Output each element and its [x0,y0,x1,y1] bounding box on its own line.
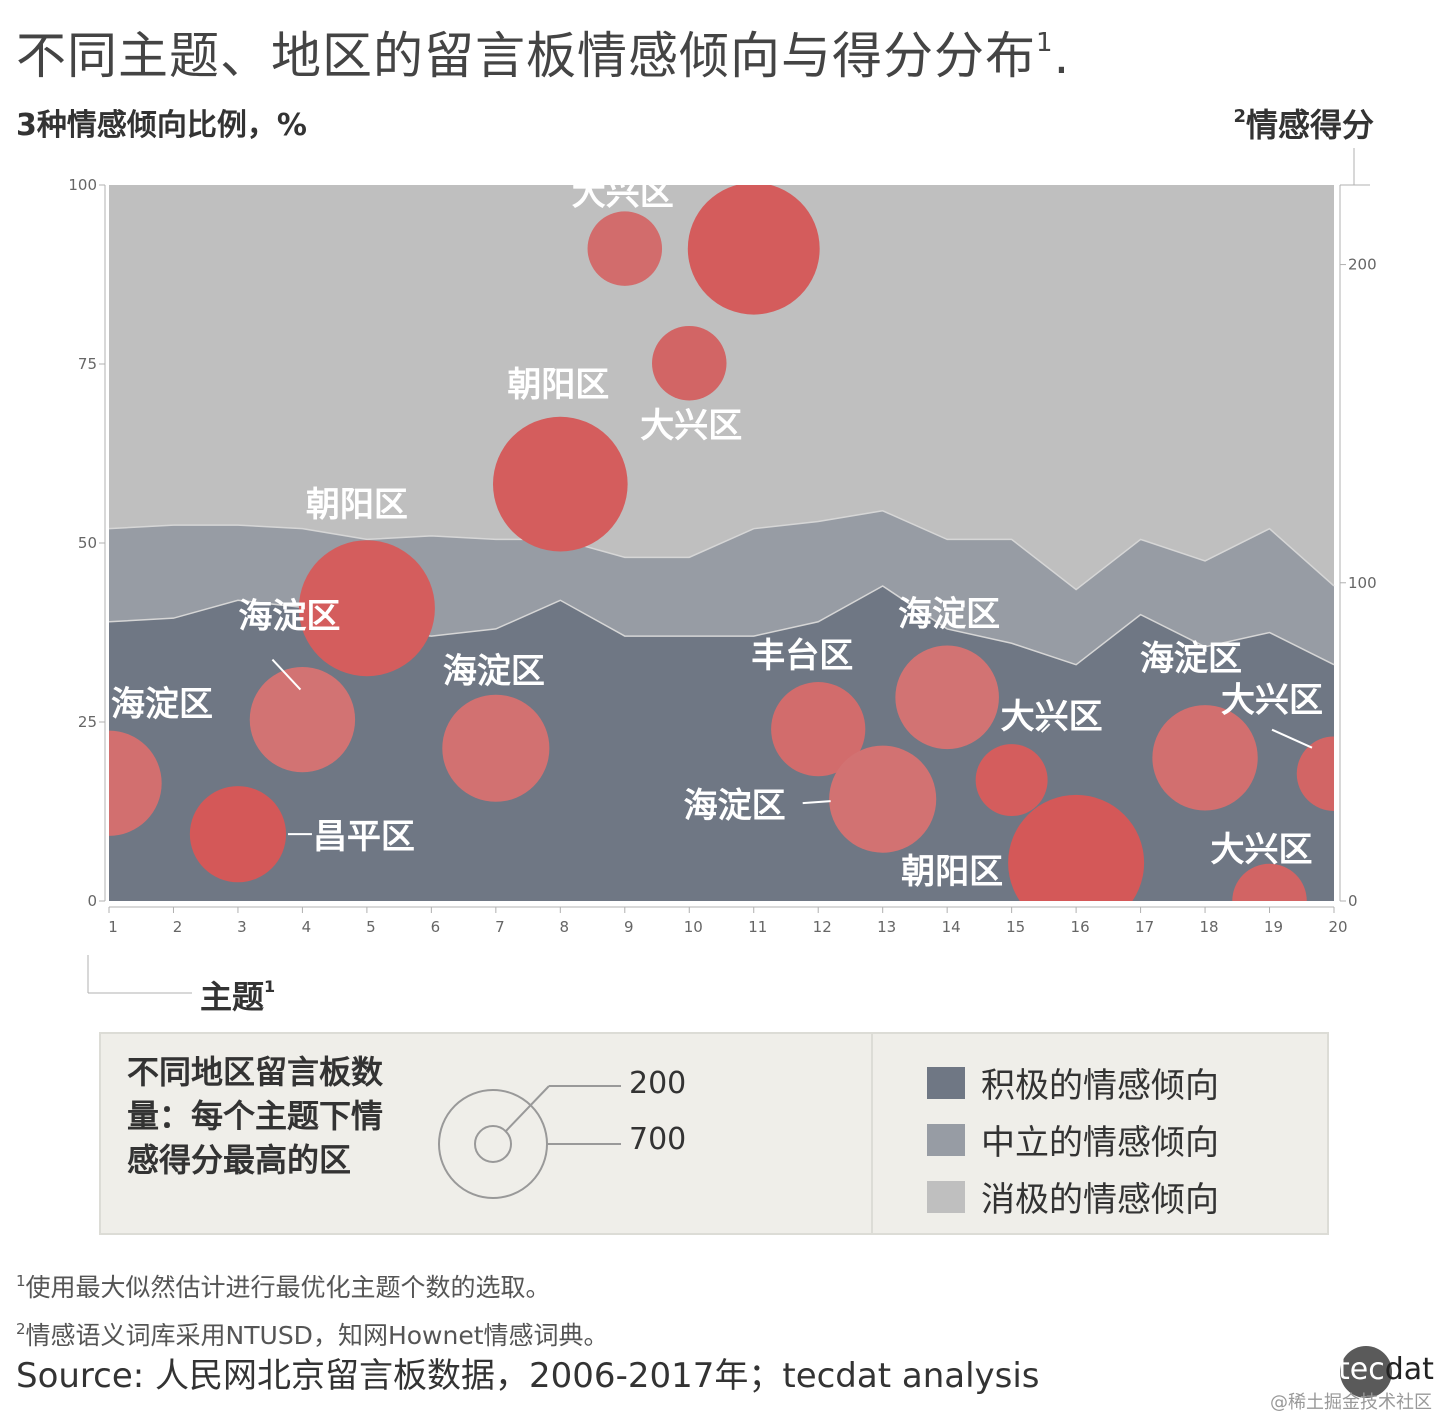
bubble-topic-4 [249,666,356,773]
bubble-topic-10 [652,325,727,401]
district-label-topic-9: 大兴区 [572,174,674,214]
bubble-topic-1 [109,730,162,836]
watermark: @稀土掘金技术社区 [1270,1392,1432,1413]
bubble-topic-16 [1008,794,1145,901]
bubble-topic-20 [1296,736,1334,811]
y-right-tick-label: 0 [1348,892,1358,910]
legend-swatch-negative [927,1180,965,1213]
bubble-topic-8 [492,416,628,552]
x-tick-label: 2 [173,918,183,936]
bubble-topic-3 [189,786,287,883]
district-label-topic-4: 海淀区 [238,597,340,637]
legend-item-negative: 消极的情感倾向 [927,1168,1219,1225]
x-tick-label: 9 [624,918,634,936]
legend-divider [871,1034,873,1233]
x-tick-label: 17 [1135,918,1154,936]
y-right-tick-label: 200 [1348,256,1377,274]
label-leader-topic-20 [1271,728,1313,749]
x-tick-label: 19 [1264,918,1283,936]
x-axis-title: 主题1 [200,977,276,1016]
district-label-topic-20: 大兴区 [1221,681,1323,721]
bubble-topic-19 [1232,863,1307,901]
legend-item-neutral: 中立的情感倾向 [927,1111,1219,1168]
size-key-label-200: 200 [629,1066,687,1101]
label-leader-topic-15 [1040,723,1051,733]
y-right-tick-label: 100 [1348,574,1377,592]
bubble-topic-15 [975,744,1048,817]
bubble-topic-14 [895,645,999,750]
bubble-topic-12 [771,682,866,777]
bubble-topic-18 [1152,705,1258,811]
x-tick-label: 8 [560,918,570,936]
x-tick-label: 16 [1071,918,1090,936]
bubble-topic-5 [298,540,435,677]
x-tick-label: 10 [684,918,703,936]
size-key-small-circle [474,1125,512,1163]
bubble-size-key [438,1085,621,1199]
legend-label-positive: 积极的情感倾向 [981,1066,1219,1106]
source-line: Source: 人民网北京留言板数据，2006-2017年；tecdat ana… [16,1356,1040,1396]
x-tick-label: 5 [366,918,376,936]
x-tick-label: 20 [1328,918,1347,936]
x-tick-label: 6 [431,918,441,936]
legend-swatch-neutral [927,1123,965,1156]
district-label-topic-11: 朝阳区 [703,134,805,174]
district-label-topic-18: 海淀区 [1140,639,1242,679]
district-label-topic-1: 海淀区 [111,684,213,724]
x-tick-label: 12 [813,918,832,936]
legend-item-positive: 积极的情感倾向 [927,1054,1219,1111]
district-label-topic-19: 大兴区 [1211,830,1313,870]
x-tick-label: 3 [237,918,247,936]
label-leader-topic-4 [271,658,302,691]
district-label-topic-14: 海淀区 [898,594,1000,634]
district-label-topic-10: 大兴区 [640,406,742,446]
label-leader-topic-13 [802,800,831,805]
district-label-topic-16: 朝阳区 [901,852,1003,892]
y-axis-left-title: 3种情感倾向比例，% [16,108,307,143]
district-label-topic-7: 海淀区 [443,651,545,691]
district-label-topic-15: 大兴区 [1001,697,1103,737]
y-left-tick-label: 0 [87,892,97,910]
legend-panel: 不同地区留言板数量：每个主题下情感得分最高的区 200 700 积极的情感倾向 … [99,1032,1329,1235]
x-tick-label: 15 [1006,918,1025,936]
size-key-label-700: 700 [629,1122,687,1157]
tecdat-logo-text: tecdat [1338,1352,1434,1387]
bubble-legend-title: 不同地区留言板数量：每个主题下情感得分最高的区 [127,1053,384,1179]
y-left-tick-label: 50 [78,534,97,552]
y-left-tick-label: 75 [78,355,97,373]
district-label-topic-13: 海淀区 [684,786,786,826]
chart-title: 不同主题、地区的留言板情感倾向与得分分布1. [16,27,1071,85]
district-label-topic-8: 朝阳区 [507,365,609,405]
footnote-1: 1使用最大似然估计进行最优化主题个数的选取。 [16,1272,551,1302]
chart-canvas: 海淀区昌平区海淀区朝阳区海淀区朝阳区大兴区大兴区朝阳区丰台区海淀区海淀区大兴区朝… [68,134,1377,994]
bubble-topic-7 [442,694,550,802]
footnote-2: 2情感语义词库采用NTUSD，知网Hownet情感词典。 [16,1320,609,1350]
bubble-topic-13 [829,745,937,853]
size-key-small-leader [504,1085,550,1133]
x-tick-label: 4 [302,918,312,936]
legend-label-neutral: 中立的情感倾向 [981,1123,1219,1163]
series-legend: 积极的情感倾向 中立的情感倾向 消极的情感倾向 [927,1054,1219,1225]
area-boundary-neutral [108,510,1335,591]
district-label-topic-12: 丰台区 [751,636,853,676]
x-tick-label: 11 [748,918,767,936]
bubble-topic-11 [687,185,820,315]
x-tick-label: 13 [877,918,896,936]
x-tick-label: 18 [1200,918,1219,936]
district-label-topic-5: 朝阳区 [306,485,408,525]
y-left-tick-label: 100 [68,176,97,194]
district-label-topic-3: 昌平区 [313,817,415,857]
tecdat-logo-icon [1340,1346,1392,1398]
y-axis-right-title: 2情感得分 [1233,106,1374,144]
x-tick-label: 14 [942,918,961,936]
x-tick-label: 7 [495,918,505,936]
x-tick-label: 1 [108,918,118,936]
legend-swatch-positive [927,1066,965,1099]
y-left-tick-label: 25 [78,713,97,731]
bubble-topic-9 [587,211,663,286]
legend-label-negative: 消极的情感倾向 [981,1180,1219,1220]
